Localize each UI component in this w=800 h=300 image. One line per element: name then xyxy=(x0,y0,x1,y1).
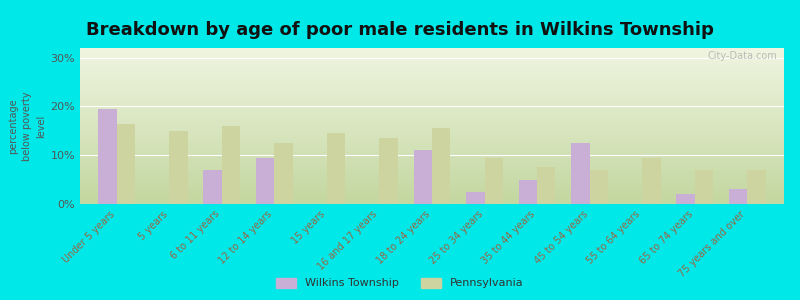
Y-axis label: percentage
below poverty
level: percentage below poverty level xyxy=(8,91,46,161)
Bar xyxy=(729,189,747,204)
Bar xyxy=(379,138,398,204)
Bar xyxy=(590,170,608,204)
Bar xyxy=(98,109,117,204)
Text: City-Data.com: City-Data.com xyxy=(707,51,777,61)
Bar xyxy=(518,180,537,204)
Bar xyxy=(485,158,503,204)
Bar xyxy=(747,170,766,204)
Bar xyxy=(642,158,661,204)
Bar xyxy=(571,143,590,204)
Bar xyxy=(537,167,555,204)
Text: Breakdown by age of poor male residents in Wilkins Township: Breakdown by age of poor male residents … xyxy=(86,21,714,39)
Bar xyxy=(117,124,135,204)
Bar xyxy=(170,131,188,204)
Bar xyxy=(274,143,293,204)
Bar xyxy=(222,126,240,204)
Bar xyxy=(414,150,432,204)
Bar xyxy=(432,128,450,204)
Bar xyxy=(466,192,485,204)
Bar xyxy=(694,170,713,204)
Legend: Wilkins Township, Pennsylvania: Wilkins Township, Pennsylvania xyxy=(276,278,524,288)
Bar xyxy=(676,194,694,204)
Bar xyxy=(327,133,346,204)
Bar xyxy=(256,158,274,204)
Bar xyxy=(203,170,222,204)
